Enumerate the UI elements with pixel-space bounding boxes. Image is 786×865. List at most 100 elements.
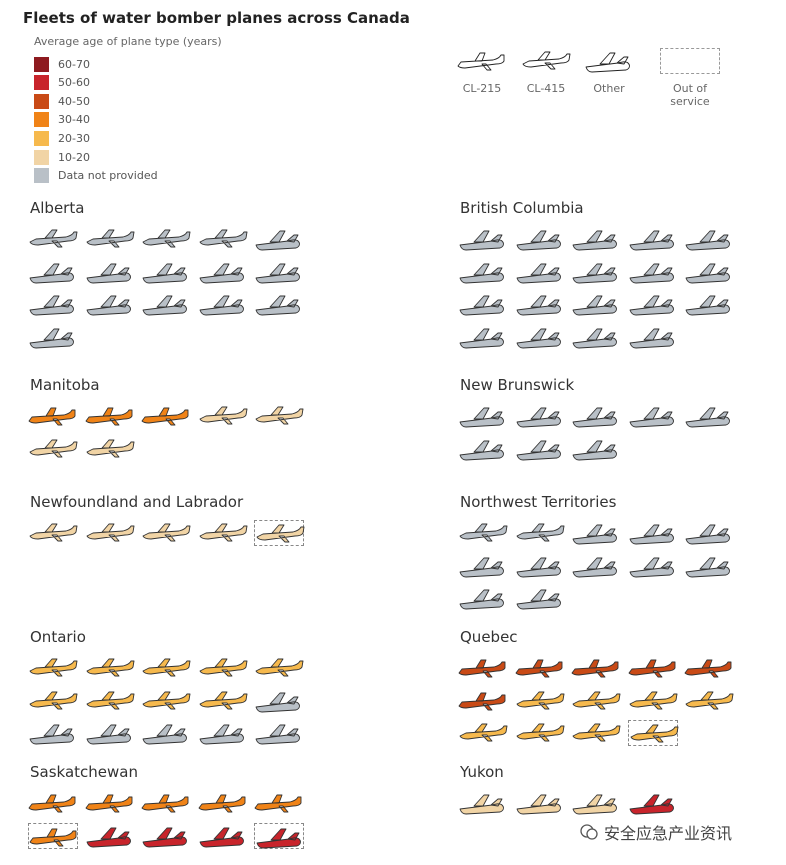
- cl415-plane-icon: [86, 658, 134, 677]
- plane-mark-out-of-service: [254, 822, 304, 849]
- plane-mark: [85, 790, 135, 816]
- cl415-plane-icon: [459, 523, 508, 542]
- cl415-plane-icon: [142, 229, 191, 248]
- plane-mark: [254, 226, 304, 252]
- other-plane-icon: [629, 295, 674, 316]
- plane-mark: [198, 226, 248, 252]
- watermark-text: 安全应急产业资讯: [604, 824, 733, 843]
- type-legend-item: Other: [574, 48, 644, 95]
- plane-mark: [85, 259, 135, 285]
- other-plane-icon: [29, 328, 74, 348]
- cl415-plane-icon: [86, 523, 134, 542]
- age-legend-item: 50-60: [34, 75, 90, 91]
- plane-mark-out-of-service: [627, 720, 678, 746]
- other-plane-icon: [459, 328, 504, 348]
- plane-mark: [628, 688, 678, 714]
- other-plane-icon: [516, 557, 561, 577]
- cl415-plane-icon: [685, 691, 734, 709]
- cl415-plane-icon: [459, 723, 508, 742]
- other-plane-icon: [459, 589, 504, 610]
- other-plane-icon: [142, 724, 187, 745]
- plane-mark: [684, 226, 734, 252]
- plane-mark: [515, 324, 565, 350]
- plane-mark: [571, 520, 621, 546]
- plane-mark: [515, 655, 565, 681]
- other-plane-icon: [142, 263, 187, 283]
- cl215-plane-icon: [458, 659, 506, 678]
- plane-mark: [571, 324, 621, 350]
- plane-mark: [85, 720, 135, 746]
- plane-mark: [515, 720, 565, 746]
- plane-mark: [141, 520, 191, 546]
- plane-mark: [141, 655, 191, 681]
- plane-mark: [458, 553, 508, 579]
- plane-mark: [141, 403, 191, 429]
- other-plane-icon: [572, 524, 617, 545]
- other-plane-icon: [572, 230, 617, 251]
- plane-mark: [254, 259, 304, 285]
- plane-mark: [254, 688, 304, 714]
- plane-mark: [571, 688, 621, 714]
- watermark: 安全应急产业资讯: [580, 820, 732, 844]
- plane-mark: [628, 553, 678, 579]
- other-plane-icon: [256, 828, 301, 848]
- type-legend-label: Out of service: [670, 82, 710, 108]
- plane-mark: [85, 226, 135, 252]
- plane-mark: [458, 520, 508, 546]
- cl215-plane-icon: [458, 692, 506, 710]
- age-legend-swatch: [34, 75, 49, 91]
- plane-mark: [571, 291, 621, 317]
- plane-mark: [684, 291, 734, 317]
- other-plane-icon: [572, 557, 617, 577]
- plane-mark: [28, 688, 78, 714]
- province-name: Alberta: [30, 199, 85, 217]
- other-plane-icon: [255, 724, 300, 745]
- cl415-plane-icon: [572, 691, 621, 709]
- cl415-plane-icon: [29, 229, 78, 248]
- plane-mark: [628, 259, 678, 285]
- plane-mark: [28, 259, 78, 285]
- province-name: Manitoba: [30, 376, 100, 394]
- other-plane-icon: [86, 295, 131, 316]
- other-plane-icon: [86, 724, 131, 745]
- plane-mark: [684, 259, 734, 285]
- other-plane-icon: [572, 328, 617, 348]
- cl415-plane-icon: [86, 439, 134, 457]
- age-legend-swatch: [34, 130, 49, 146]
- plane-mark: [458, 403, 508, 429]
- plane-mark: [515, 790, 565, 816]
- plane-mark: [85, 688, 135, 714]
- cl415-plane-icon: [572, 723, 621, 742]
- other-plane-icon: [572, 794, 617, 815]
- type-legend-label: CL-215: [462, 82, 502, 95]
- plane-mark: [28, 291, 78, 317]
- other-plane-icon: [629, 263, 674, 283]
- age-legend-item: 30-40: [34, 112, 90, 128]
- plane-mark: [628, 226, 678, 252]
- other-plane-icon: [29, 724, 74, 745]
- plane-mark: [198, 291, 248, 317]
- cl415-plane-icon: [86, 229, 134, 248]
- province-name: New Brunswick: [460, 376, 575, 394]
- age-legend-swatch: [34, 93, 49, 109]
- other-plane-icon: [29, 295, 74, 316]
- type-legend-item: CL-415: [511, 48, 581, 95]
- age-legend-item: 40-50: [34, 93, 90, 109]
- plane-mark: [85, 823, 135, 849]
- other-plane-icon: [572, 407, 617, 428]
- other-plane-icon: [516, 230, 561, 251]
- other-plane-icon: [142, 827, 187, 847]
- cl415-plane-icon: [29, 439, 78, 457]
- cl415-plane-icon: [516, 691, 564, 709]
- cl415-plane-icon: [199, 658, 247, 677]
- plane-mark: [141, 259, 191, 285]
- plane-mark: [515, 688, 565, 714]
- plane-mark: [141, 688, 191, 714]
- plane-mark: [198, 520, 248, 546]
- plane-mark: [198, 823, 248, 849]
- other-plane-icon: [629, 328, 674, 348]
- type-legend-label: Other: [593, 82, 625, 95]
- cl215-plane-icon: [29, 828, 77, 846]
- cl415-plane-icon: [255, 658, 304, 677]
- other-plane-icon: [199, 295, 244, 316]
